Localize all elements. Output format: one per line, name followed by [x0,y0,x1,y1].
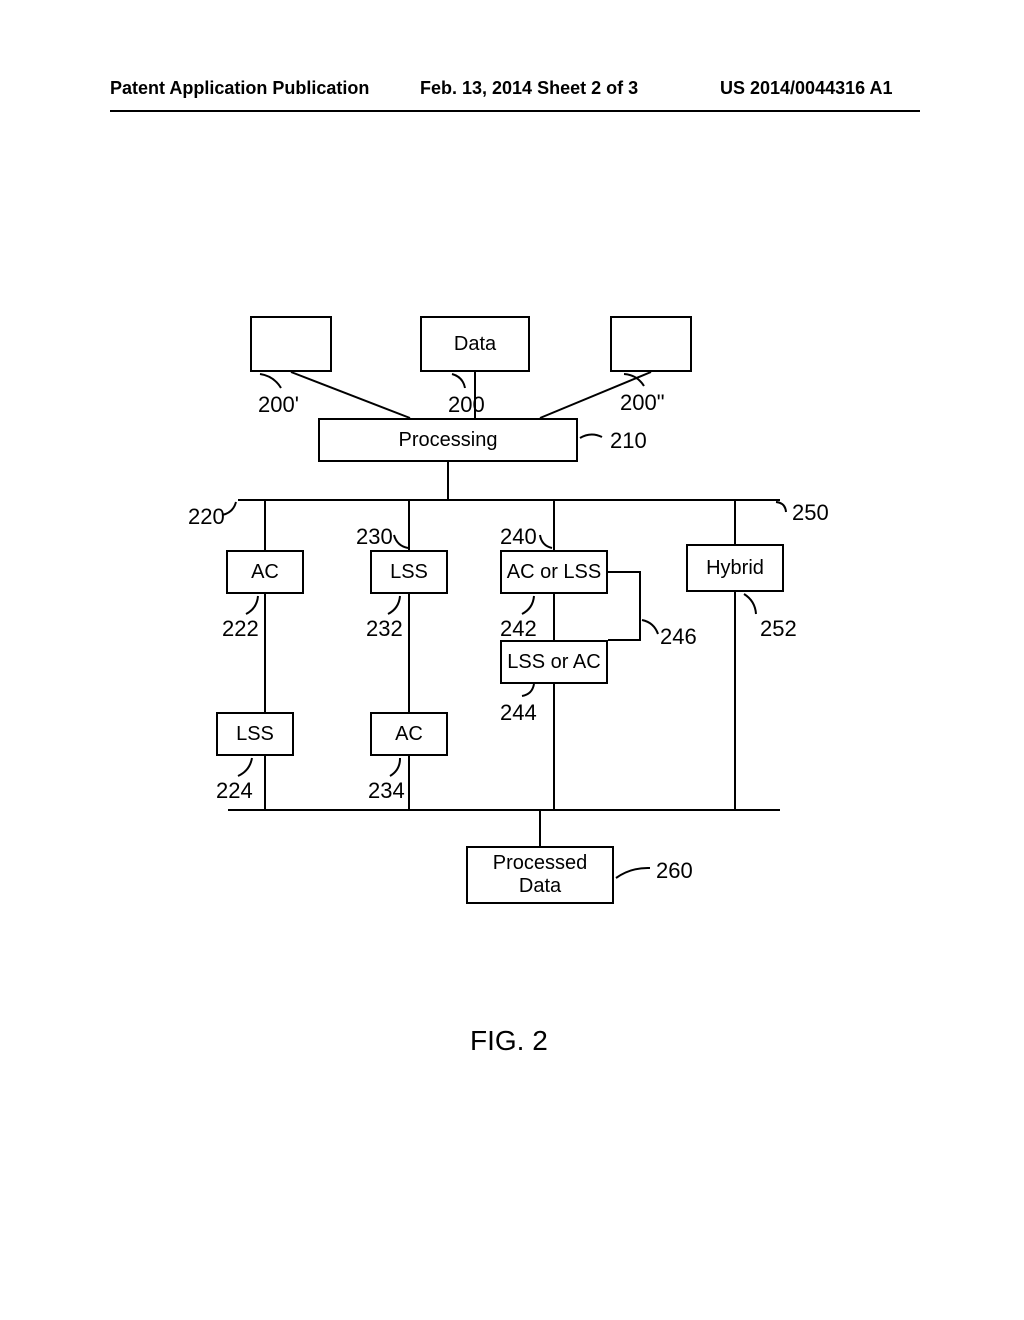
node-processing: Processing [318,418,578,462]
node-label: LSS [236,723,274,746]
node-label: AC [395,723,423,746]
ref-240: 240 [500,524,537,550]
page: Patent Application Publication Feb. 13, … [0,0,1024,1320]
ref-260: 260 [656,858,693,884]
ref-200: 200 [448,392,485,418]
node-label: LSS or AC [507,651,600,674]
node-label: Data [454,333,496,356]
node-ac-222: AC [226,550,304,594]
node-lss-224: LSS [216,712,294,756]
node-label: Processed Data [493,852,588,898]
node-ac-or-lss-242: AC or LSS [500,550,608,594]
ref-250: 250 [792,500,829,526]
node-ac-234: AC [370,712,448,756]
ref-244: 244 [500,700,537,726]
node-lss-232: LSS [370,550,448,594]
node-label: LSS [390,561,428,584]
ref-222: 222 [222,616,259,642]
node-label: Hybrid [706,557,764,580]
flowchart: Data Processing AC LSS AC or LSS Hybrid … [0,0,1024,1320]
node-data-right [610,316,692,372]
node-processed-data: Processed Data [466,846,614,904]
node-hybrid-252: Hybrid [686,544,784,592]
ref-230: 230 [356,524,393,550]
node-label: AC [251,561,279,584]
ref-234: 234 [368,778,405,804]
ref-242: 242 [500,616,537,642]
node-label: Processing [399,429,498,452]
ref-200-double-prime: 200" [620,390,665,416]
ref-252: 252 [760,616,797,642]
ref-232: 232 [366,616,403,642]
node-data: Data [420,316,530,372]
ref-200-prime: 200' [258,392,299,418]
ref-210: 210 [610,428,647,454]
node-data-left [250,316,332,372]
ref-246: 246 [660,624,697,650]
figure-caption: FIG. 2 [470,1025,548,1057]
ref-224: 224 [216,778,253,804]
node-label: AC or LSS [507,561,601,584]
node-lss-or-ac-246: LSS or AC [500,640,608,684]
ref-220: 220 [188,504,225,530]
